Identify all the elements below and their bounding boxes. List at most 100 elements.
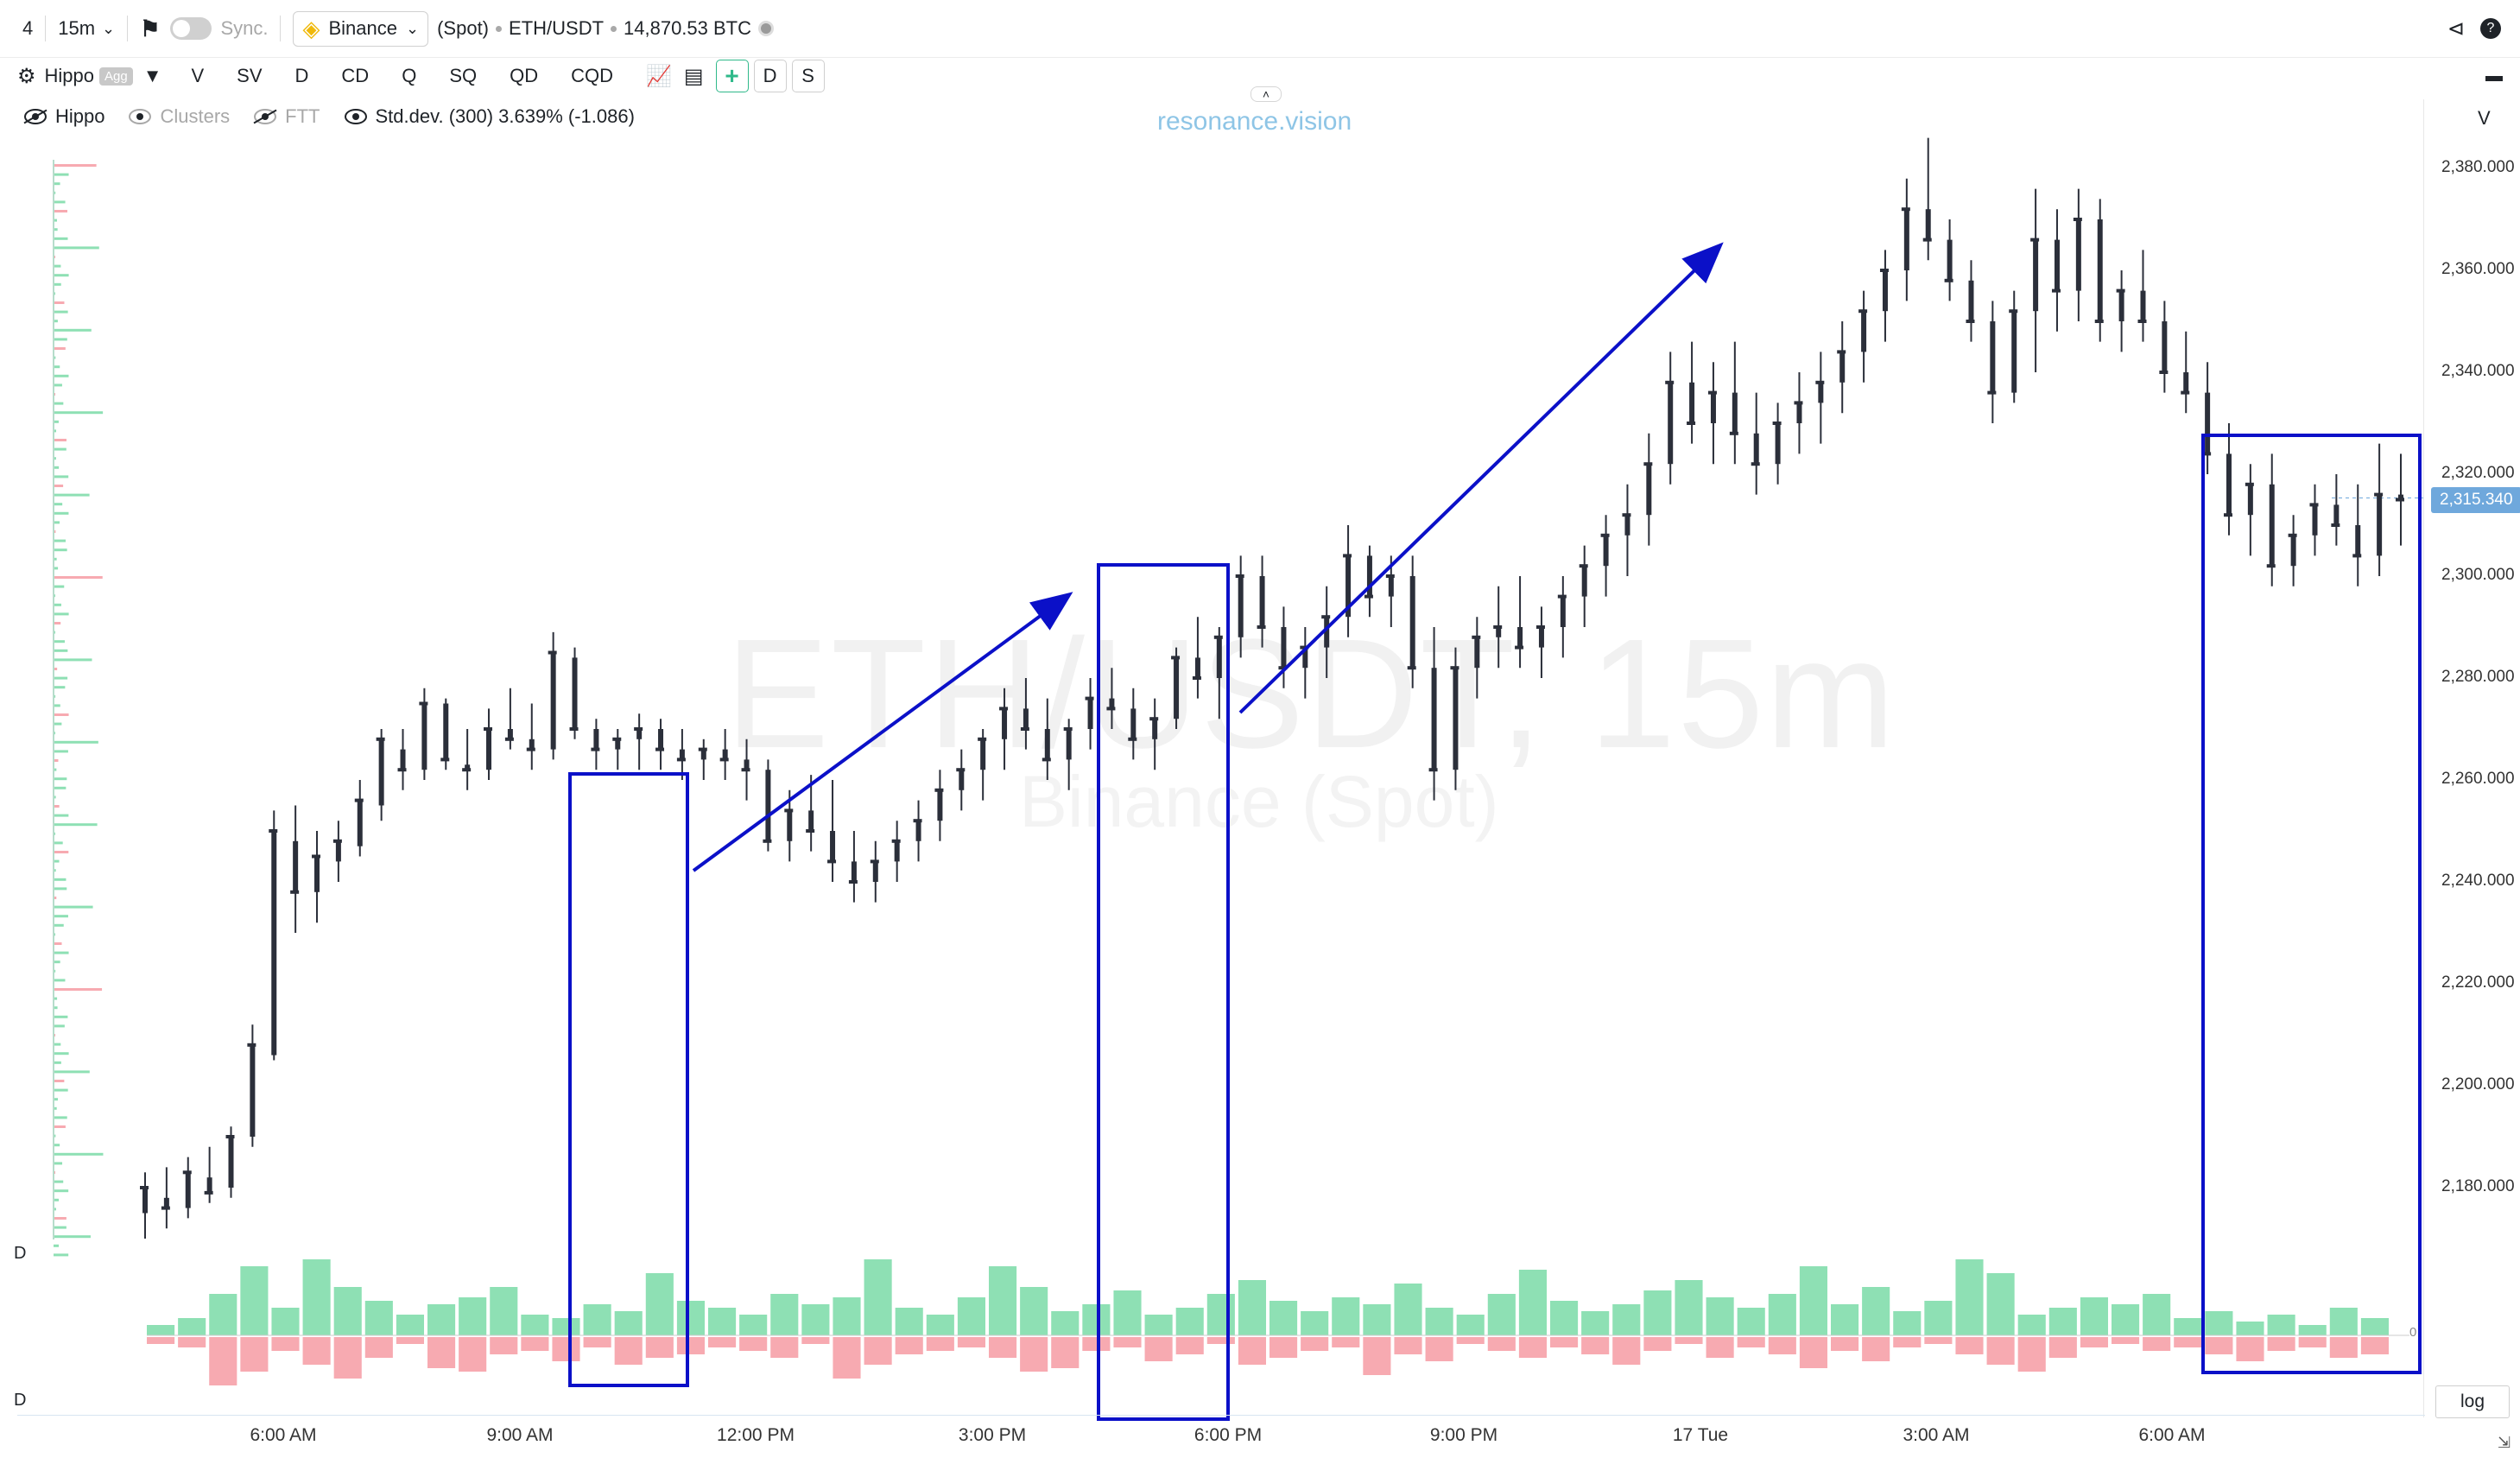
help-icon[interactable]: ? [2480, 18, 2501, 39]
indicator-button-d[interactable]: D [294, 65, 309, 86]
volume-bar [2048, 1308, 2077, 1335]
s-button[interactable]: S [791, 60, 825, 92]
profile-bar [54, 228, 58, 231]
sync-toggle[interactable]: Sync. [170, 17, 268, 40]
indicator-button-sq[interactable]: SQ [449, 65, 478, 86]
candle-body [2355, 525, 2361, 556]
axis-scale-label[interactable]: V [2478, 107, 2491, 129]
resize-handle-icon[interactable]: ⇲ [2498, 1434, 2511, 1451]
delta-bar [396, 1337, 424, 1344]
volume-bar [1643, 1290, 1672, 1335]
price-chart[interactable] [0, 95, 2423, 1425]
indicator-button-cd[interactable]: CD [341, 65, 370, 86]
candle-body [206, 1177, 212, 1193]
legend-item[interactable]: Std.dev. (300) 3.639% (-1.086) [344, 105, 635, 128]
candle-body [1796, 403, 1802, 423]
log-scale-button[interactable]: log [2435, 1385, 2510, 1418]
candle-poc [2116, 288, 2125, 293]
profile-name[interactable]: Hippo [44, 65, 94, 86]
indicator-button-q[interactable]: Q [402, 65, 417, 86]
indicator-button-sv[interactable]: SV [237, 65, 263, 86]
volume-bar [2267, 1315, 2295, 1335]
candle-poc [1901, 207, 1910, 212]
profile-bar [54, 402, 64, 405]
price-tick-label: 2,300.000 [2441, 566, 2515, 584]
eye-off-icon[interactable] [24, 109, 47, 124]
indicator-button-qd[interactable]: QD [510, 65, 539, 86]
pair-name[interactable]: ETH/USDT [509, 17, 605, 39]
layout-number[interactable]: 4 [22, 17, 34, 39]
status-indicator-icon [758, 21, 774, 36]
eye-icon[interactable] [344, 109, 367, 124]
delta-bar [1487, 1337, 1516, 1351]
indicator-button-cqd[interactable]: CQD [571, 65, 614, 86]
delta-bar [178, 1337, 206, 1347]
share-icon[interactable]: ⊲ [2447, 16, 2465, 41]
collapse-toolbar-icon[interactable]: ˄ [1251, 86, 1282, 102]
candle-body [679, 749, 685, 760]
filter-icon[interactable]: ▼ [142, 65, 162, 86]
profile-bar [54, 988, 103, 991]
indicator-button-v[interactable]: V [191, 65, 205, 86]
volume-bar [1082, 1304, 1111, 1335]
candle-body [1194, 657, 1200, 678]
volume-bar [2112, 1304, 2140, 1335]
profile-bar [54, 274, 69, 277]
candle-body [1238, 576, 1244, 637]
volume-bar [1487, 1294, 1516, 1335]
interval-select[interactable]: 15m ⌄ [58, 17, 115, 40]
candle-poc [140, 1186, 149, 1189]
candle-body [2162, 321, 2168, 372]
add-indicator-button[interactable]: + [715, 60, 749, 92]
market-type: (Spot) [437, 17, 490, 39]
candle-body [335, 840, 341, 862]
delta-bar [2205, 1337, 2233, 1354]
candle-body [830, 831, 836, 862]
candle-body [1646, 464, 1652, 516]
delta-bar [1425, 1337, 1453, 1361]
candle-poc [848, 880, 858, 884]
delta-bar [614, 1337, 643, 1365]
price-axis[interactable]: 2,380.000 2,360.000 2,340.000 2,320.000 2,30… [2423, 99, 2520, 1417]
candle-body [722, 749, 728, 760]
profile-bar [54, 979, 66, 982]
exchange-select[interactable]: ◈ Binance ⌄ [293, 10, 429, 47]
toggle-switch[interactable] [170, 17, 212, 40]
time-tick-label: 6:00 AM [2138, 1425, 2206, 1445]
document-icon[interactable]: ▤ [683, 64, 704, 88]
profile-bar [54, 567, 59, 570]
profile-bar [54, 1144, 60, 1147]
profile-bar [54, 686, 66, 689]
candle-poc [1321, 615, 1331, 619]
settings-gear-icon[interactable]: ⚙ [17, 64, 36, 88]
flag-icon[interactable]: ⚑ [140, 15, 161, 41]
legend-item[interactable]: Clusters [129, 105, 230, 128]
delta-bar [833, 1337, 861, 1379]
eye-off-icon[interactable] [254, 109, 277, 124]
candle-poc [2051, 288, 2061, 293]
profile-bar [54, 328, 92, 332]
candle-body [2226, 453, 2232, 516]
candle-body [1324, 617, 1330, 648]
volume-bar [1394, 1284, 1422, 1335]
volume-24h: 14,870.53 BTC [624, 17, 751, 39]
legend-item[interactable]: Hippo [24, 105, 104, 128]
profile-bar [54, 429, 57, 433]
volume-bar [1363, 1304, 1391, 1335]
line-chart-icon[interactable]: 📈 [646, 64, 672, 88]
agg-badge[interactable]: Agg [99, 67, 133, 86]
legend-item[interactable]: FTT [254, 105, 320, 128]
candle-poc [934, 788, 944, 792]
eye-icon[interactable] [129, 109, 152, 124]
ruler-icon[interactable]: ▬ [2485, 66, 2503, 86]
candle-body [2075, 219, 2081, 291]
profile-bar [54, 878, 66, 881]
candle-body [1775, 423, 1781, 465]
separator-dot [496, 25, 503, 32]
profile-bar [54, 851, 69, 853]
volume-bar [801, 1304, 830, 1335]
candle-poc [1450, 666, 1459, 670]
d-button[interactable]: D [753, 60, 787, 92]
profile-bar [54, 475, 69, 479]
profile-bar [54, 1052, 69, 1055]
